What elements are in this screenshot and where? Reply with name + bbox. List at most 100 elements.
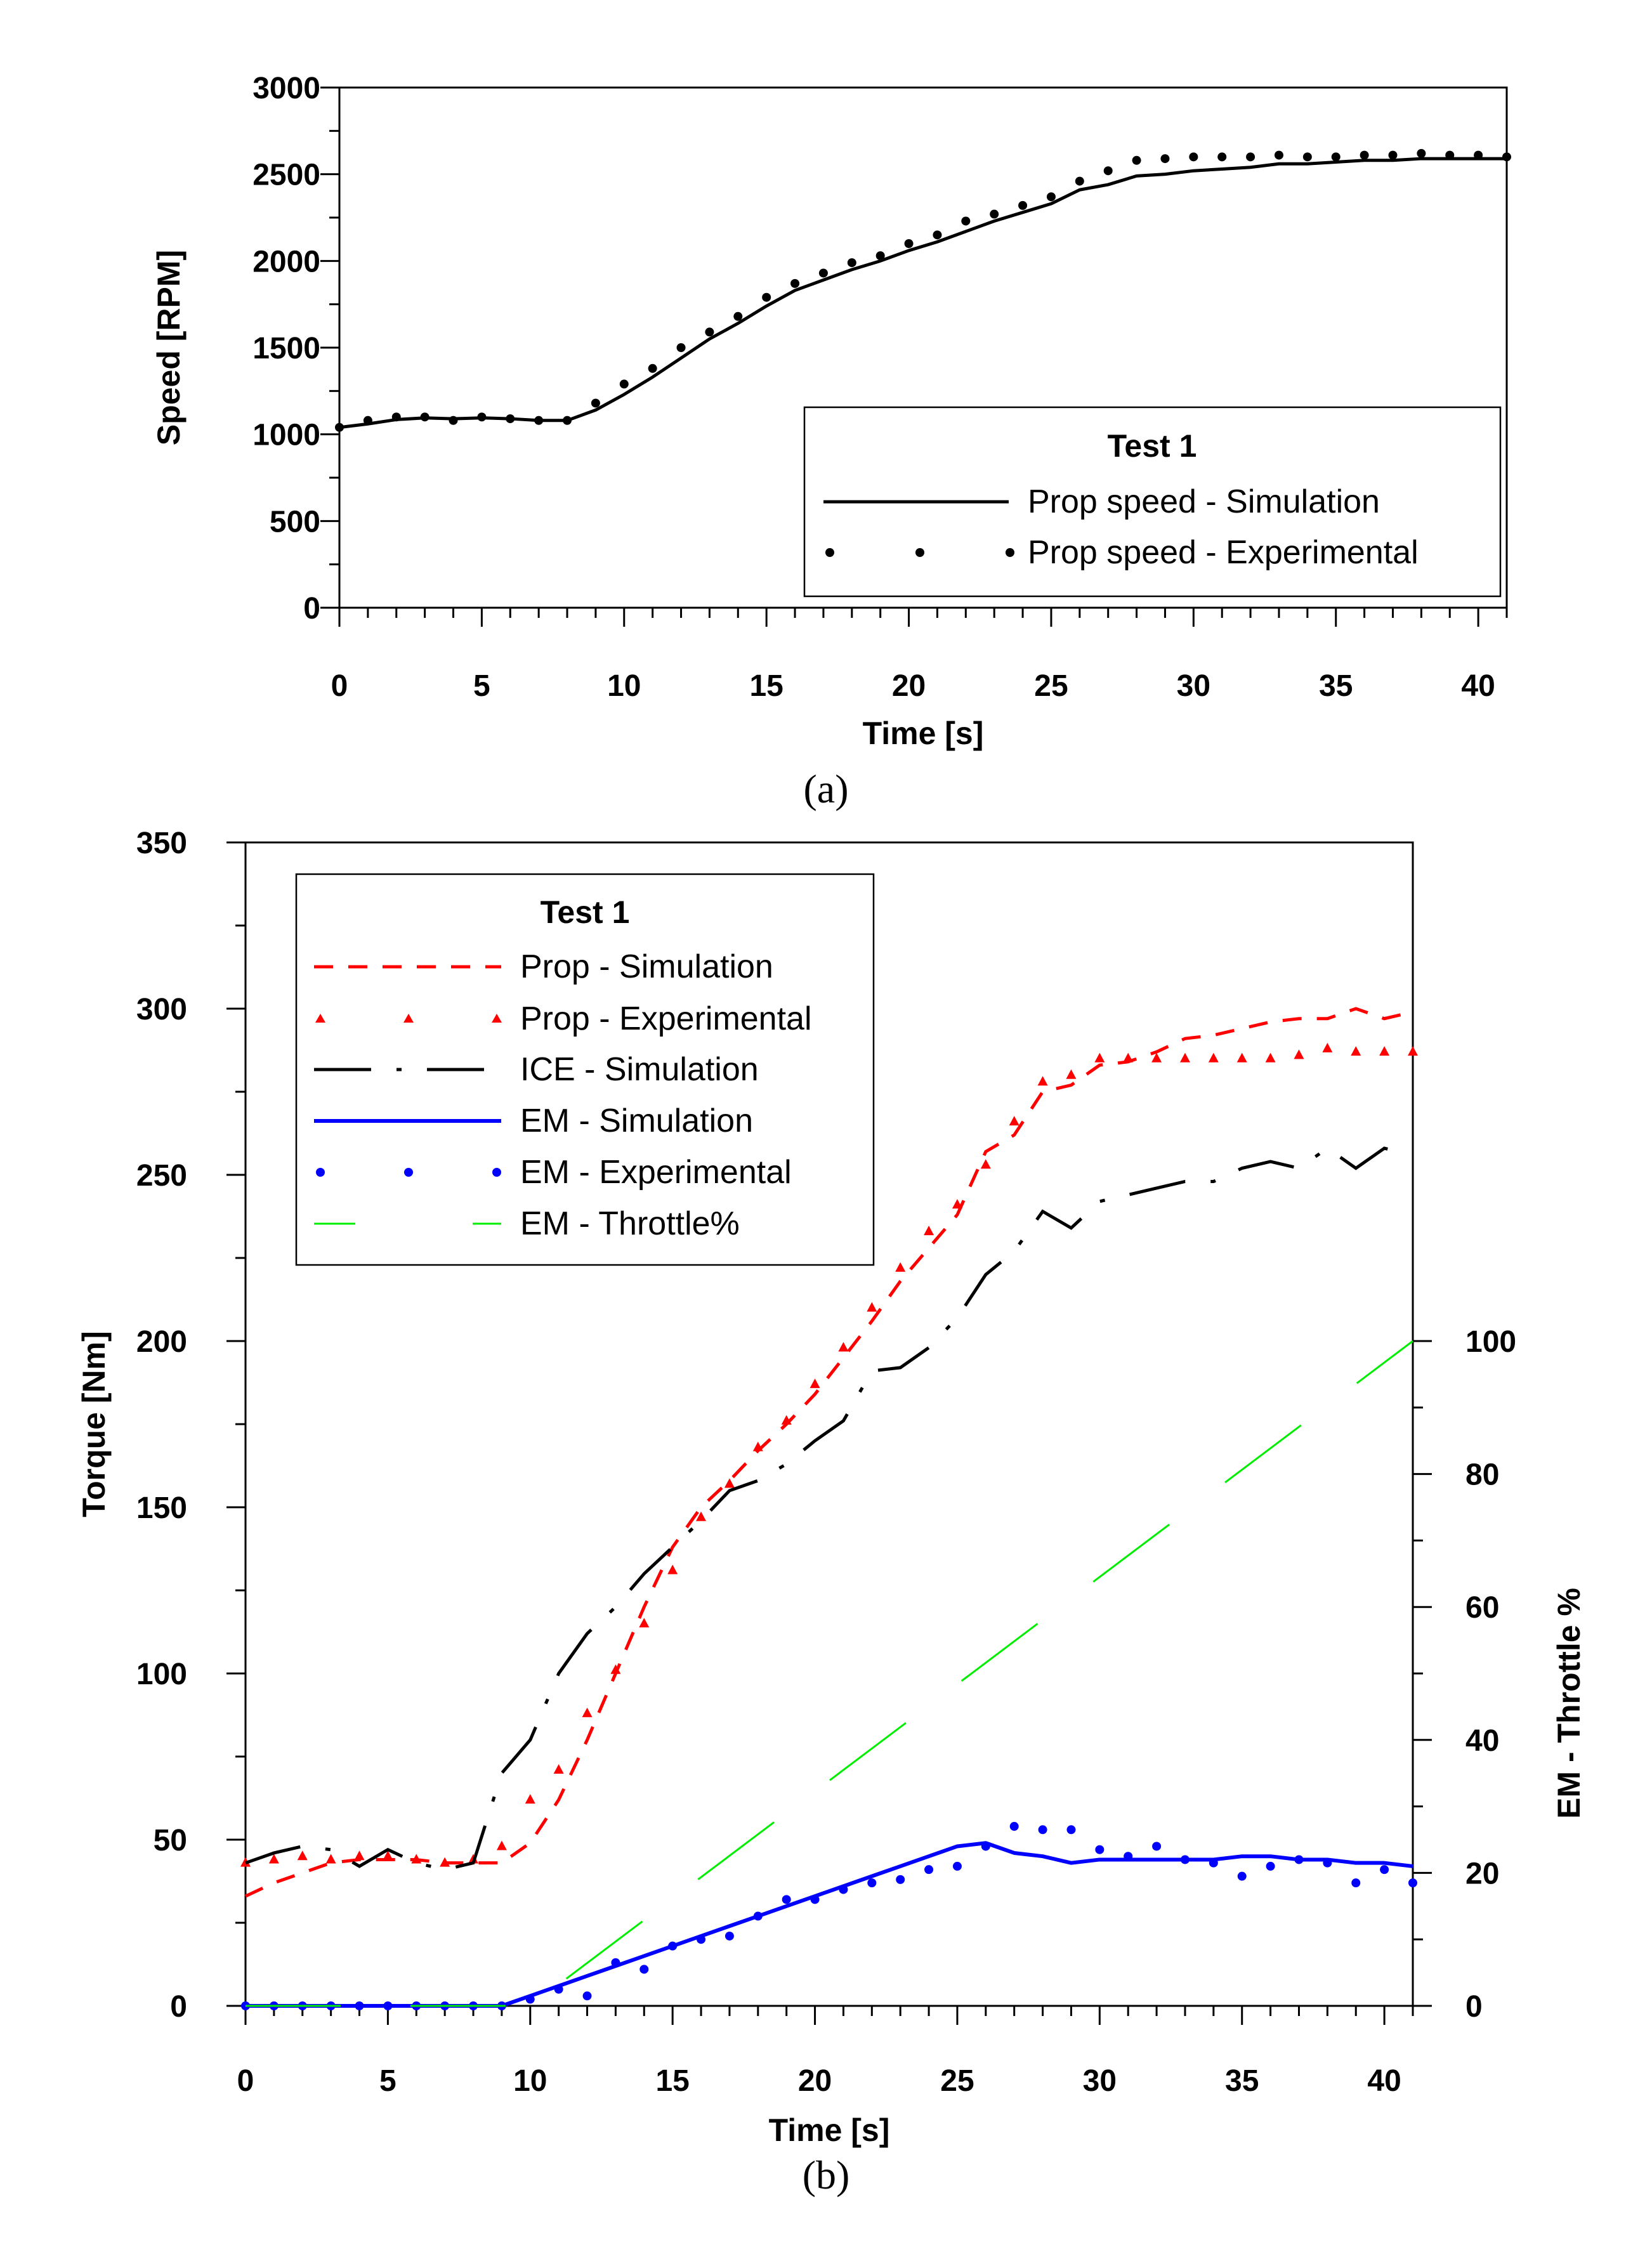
data-point-em-experimental (753, 1911, 763, 1921)
data-point-em-experimental (839, 1885, 848, 1894)
data-point-em-experimental (867, 1878, 877, 1888)
y-tick-label-b: 350 (136, 827, 187, 860)
y2-tick-label-b: 80 (1465, 1458, 1499, 1492)
x-tick-label-b: 10 (513, 2064, 547, 2098)
data-point-prop-experimental (1123, 1052, 1134, 1063)
axes-a: 0 5 10 15 20 25 30 35 40 0 500 1000 1500 2000 2500 3000 (252, 72, 1508, 703)
y-tick-label-a: 2500 (252, 159, 320, 192)
data-point-prop-experimental (325, 1854, 336, 1864)
data-point-prop-experimental (639, 1618, 650, 1628)
y-axis-label-a: Speed [RPM] (151, 250, 187, 445)
data-point-prop-speed-experimental (1331, 152, 1341, 162)
x-tick-label-a: 30 (1177, 669, 1210, 703)
legend-label-em-experimental: EM - Experimental (520, 1154, 792, 1191)
y-tick-label-a: 1000 (252, 419, 320, 452)
y-tick-label-a: 3000 (252, 72, 320, 105)
legend-title-b: Test 1 (541, 894, 630, 930)
legend-swatch-prop-speed-experimental-dot-2 (915, 548, 924, 557)
data-point-prop-experimental (924, 1226, 934, 1236)
data-point-em-experimental (554, 1984, 563, 1994)
series-line-em-throttle (246, 1340, 1413, 2007)
chart-a: 0 5 10 15 20 25 30 35 40 0 500 1000 1500 2000 2500 3000… (151, 72, 1511, 811)
y2-tick-label-b: 40 (1465, 1724, 1499, 1758)
data-point-prop-speed-experimental (875, 251, 885, 261)
data-point-prop-speed-experimental (1474, 150, 1483, 160)
series-b (240, 1007, 1418, 2010)
data-point-prop-experimental (525, 1794, 535, 1804)
legend-swatch-prop-speed-experimental-dot-1 (825, 548, 834, 557)
data-point-prop-speed-experimental (648, 363, 657, 373)
data-point-em-experimental (724, 1931, 734, 1941)
data-point-em-experimental (952, 1861, 962, 1871)
data-point-em-experimental (525, 1994, 535, 2004)
data-point-prop-speed-experimental (990, 209, 999, 219)
x-tick-label-b: 35 (1225, 2064, 1259, 2098)
y-tick-label-b: 150 (136, 1491, 187, 1525)
data-point-prop-experimental (724, 1478, 735, 1488)
data-point-prop-experimental (867, 1302, 877, 1312)
data-point-prop-experimental (354, 1850, 365, 1861)
data-point-prop-experimental (1009, 1116, 1019, 1126)
data-point-prop-speed-experimental (1360, 150, 1369, 160)
data-point-prop-speed-experimental (335, 422, 344, 432)
data-point-em-experimental (1209, 1858, 1218, 1868)
x-tick-label-b: 15 (655, 2064, 689, 2098)
data-point-prop-experimental (1351, 1046, 1361, 1056)
caption-a: (a) (803, 766, 848, 811)
data-point-em-experimental (1095, 1845, 1105, 1854)
y-tick-label-b: 250 (136, 1159, 187, 1193)
y-tick-label-b: 200 (136, 1325, 187, 1359)
data-point-em-experimental (1380, 1865, 1389, 1875)
legend-label-ice-simulation: ICE - Simulation (520, 1051, 759, 1088)
legend-label-prop-speed-experimental: Prop speed - Experimental (1028, 534, 1419, 571)
data-point-prop-speed-experimental (790, 278, 800, 288)
data-point-prop-experimental (582, 1707, 593, 1717)
legend-a: Test 1 Prop speed - Simulation Prop spee… (803, 406, 1502, 598)
series-line-prop-speed-simulation (339, 157, 1507, 429)
data-point-prop-experimental (411, 1854, 422, 1864)
data-point-em-experimental (782, 1895, 791, 1904)
legend-label-em-simulation: EM - Simulation (520, 1103, 753, 1139)
data-point-em-experimental (1351, 1878, 1361, 1888)
data-point-prop-speed-experimental (904, 239, 914, 248)
data-point-prop-speed-experimental (762, 292, 771, 302)
data-point-prop-speed-experimental (420, 412, 429, 422)
data-point-prop-speed-experimental (449, 416, 458, 425)
data-point-prop-speed-experimental (1018, 200, 1028, 210)
data-point-em-experimental (896, 1875, 905, 1884)
data-point-prop-speed-experimental (506, 414, 515, 424)
data-point-prop-speed-experimental (1217, 152, 1227, 162)
data-point-em-experimental (1124, 1852, 1133, 1861)
legend-title-a: Test 1 (1108, 428, 1197, 464)
data-point-em-experimental (924, 1865, 934, 1875)
data-point-prop-experimental (1379, 1046, 1390, 1056)
data-point-prop-experimental (553, 1764, 564, 1774)
x-tick-label-b: 0 (237, 2064, 254, 2098)
data-point-prop-experimental (610, 1664, 621, 1674)
x-tick-label-a: 10 (607, 669, 641, 703)
data-point-prop-speed-experimental (933, 230, 942, 240)
data-point-prop-experimental (952, 1199, 962, 1209)
x-tick-label-a: 40 (1461, 669, 1495, 703)
y-tick-label-b: 0 (170, 1990, 187, 2024)
legend-label-prop-simulation: Prop - Simulation (520, 948, 773, 985)
data-point-em-experimental (1323, 1858, 1332, 1868)
x-tick-label-a: 35 (1319, 669, 1353, 703)
data-point-em-experimental (1038, 1825, 1047, 1835)
x-tick-label-a: 20 (892, 669, 926, 703)
data-point-em-experimental (355, 2001, 364, 2010)
data-point-prop-experimental (895, 1262, 906, 1272)
series-line-ice-simulation (245, 1146, 1413, 1871)
data-point-prop-experimental (1208, 1052, 1219, 1063)
axes-b: 0 5 10 15 20 25 30 35 40 0 50 100 150 200 250 300 350 0 20… (136, 827, 1516, 2098)
x-tick-label-b: 20 (798, 2064, 832, 2098)
y-tick-label-a: 0 (303, 592, 320, 625)
data-point-prop-experimental (1179, 1052, 1190, 1063)
data-point-prop-experimental (1265, 1052, 1276, 1063)
x-axis-label-b: Time [s] (769, 2112, 890, 2148)
data-point-prop-experimental (1294, 1049, 1304, 1059)
data-point-prop-speed-experimental (705, 327, 714, 337)
data-point-prop-speed-experimental (1274, 150, 1283, 160)
data-point-prop-experimental (696, 1511, 707, 1521)
